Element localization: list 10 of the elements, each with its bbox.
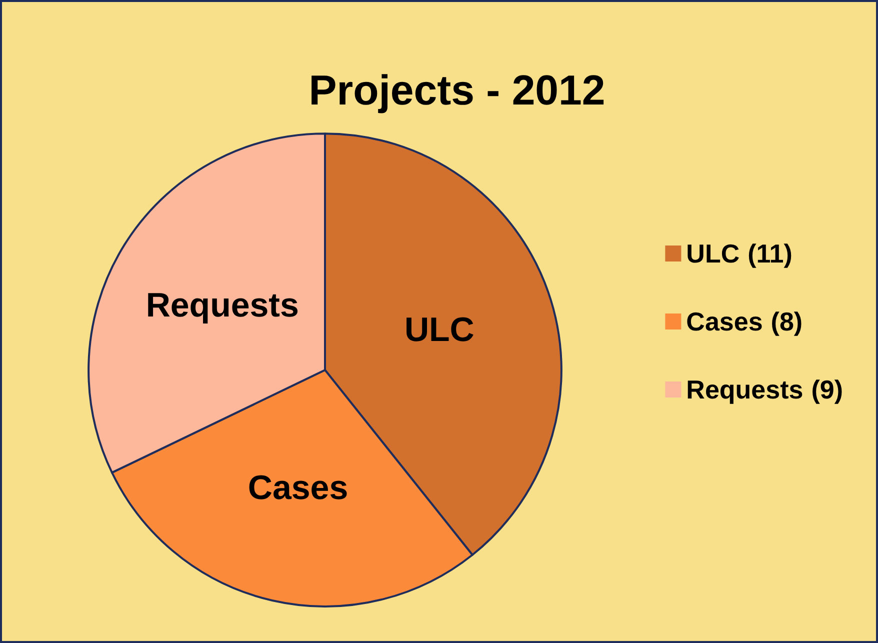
legend-label: ULC: [686, 238, 740, 268]
legend-label: Requests: [686, 374, 804, 404]
data-label: (11): [748, 238, 792, 268]
slice-label: Cases: [248, 469, 348, 508]
legend-label: Cases: [686, 306, 763, 336]
slice-label: Requests: [146, 286, 299, 325]
chart-title: Projects - 2012: [308, 66, 606, 114]
slice-label: ULC: [404, 310, 474, 349]
data-label: (9): [811, 374, 844, 404]
data-label: (8): [770, 306, 803, 336]
